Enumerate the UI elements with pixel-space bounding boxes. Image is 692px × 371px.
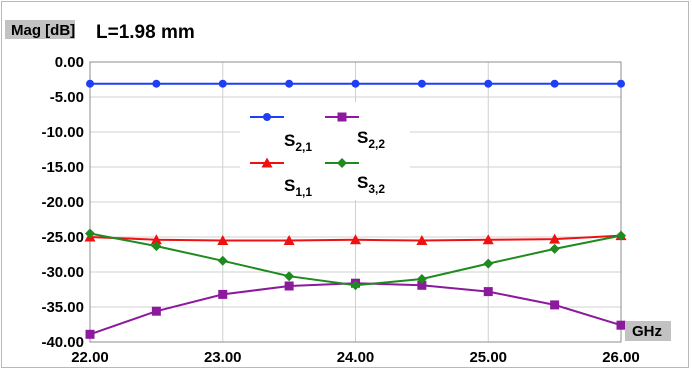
data-point — [550, 79, 559, 88]
data-point — [483, 258, 494, 269]
y-tick-label: -35.00 — [41, 299, 84, 316]
data-point — [549, 233, 561, 244]
chart-title: L=1.98 mm — [96, 22, 195, 43]
legend-marker — [337, 112, 347, 122]
data-point — [85, 228, 95, 239]
data-point — [617, 79, 625, 88]
x-axis-label-box: GHz — [625, 321, 671, 341]
y-tick-label: -25.00 — [41, 229, 84, 246]
legend-label: S2,1 — [284, 131, 312, 154]
y-axis-ticks: 0.00 -5.00 -10.00 -15.00 -20.00 -25.00 -30.00 -… — [41, 54, 84, 351]
data-point — [416, 274, 427, 284]
y-tick-label: 0.00 — [55, 54, 84, 71]
data-point — [218, 79, 227, 88]
y-axis-label-box: Mag [dB] — [5, 20, 75, 39]
data-point — [417, 280, 427, 290]
data-point — [482, 234, 494, 245]
data-point — [484, 79, 493, 88]
x-axis-label: GHz — [632, 323, 662, 340]
legend-entry: S1,1 — [250, 157, 312, 199]
legend-marker — [263, 113, 271, 121]
data-point — [350, 234, 361, 245]
x-tick-label: 25.00 — [469, 349, 507, 366]
data-point — [416, 235, 428, 245]
data-point — [284, 271, 295, 282]
legend: S2,1 S2,2 S1,1 S3,2 — [240, 102, 410, 200]
legend-marker — [261, 157, 273, 168]
legend-entry: S3,2 — [325, 158, 385, 196]
data-point — [85, 329, 95, 339]
y-axis-label: Mag [dB] — [11, 22, 75, 39]
data-point — [284, 281, 294, 291]
data-point — [483, 287, 493, 297]
x-tick-label: 26.00 — [602, 349, 640, 366]
y-tick-label: -40.00 — [41, 334, 84, 351]
legend-label: S2,2 — [357, 128, 385, 151]
x-axis-ticks: 22.00 23.00 24.00 25.00 26.00 — [71, 349, 640, 366]
data-point — [616, 320, 626, 330]
legend-label: S3,2 — [357, 173, 385, 196]
data-point — [217, 235, 229, 245]
x-tick-label: 22.00 — [71, 349, 109, 366]
data-point — [150, 234, 162, 245]
x-tick-label: 23.00 — [204, 349, 242, 366]
y-tick-label: -10.00 — [41, 124, 84, 141]
series-s3-2 — [85, 228, 626, 291]
data-point — [417, 79, 426, 88]
data-point — [152, 79, 161, 88]
plot-area — [89, 61, 622, 343]
data-point — [217, 255, 228, 266]
data-point — [550, 300, 560, 310]
data-point — [218, 289, 228, 299]
legend-label: S1,1 — [284, 176, 312, 199]
data-point — [616, 230, 626, 241]
legend-entry: S2,1 — [250, 113, 312, 154]
data-point — [549, 243, 560, 254]
y-tick-label: -5.00 — [50, 89, 84, 106]
data-point — [285, 79, 294, 88]
series-s2-1 — [86, 79, 625, 88]
y-tick-label: -20.00 — [41, 194, 84, 211]
legend-marker — [337, 158, 347, 168]
y-tick-label: -30.00 — [41, 264, 84, 281]
data-point — [151, 241, 162, 252]
y-tick-label: -15.00 — [41, 159, 84, 176]
data-point — [351, 79, 360, 88]
legend-entry: S2,2 — [325, 112, 385, 151]
x-tick-label: 24.00 — [337, 349, 375, 366]
data-point — [350, 280, 361, 291]
series-layer — [84, 79, 627, 339]
data-point — [151, 306, 161, 316]
data-point — [86, 79, 94, 88]
data-point — [283, 235, 295, 245]
